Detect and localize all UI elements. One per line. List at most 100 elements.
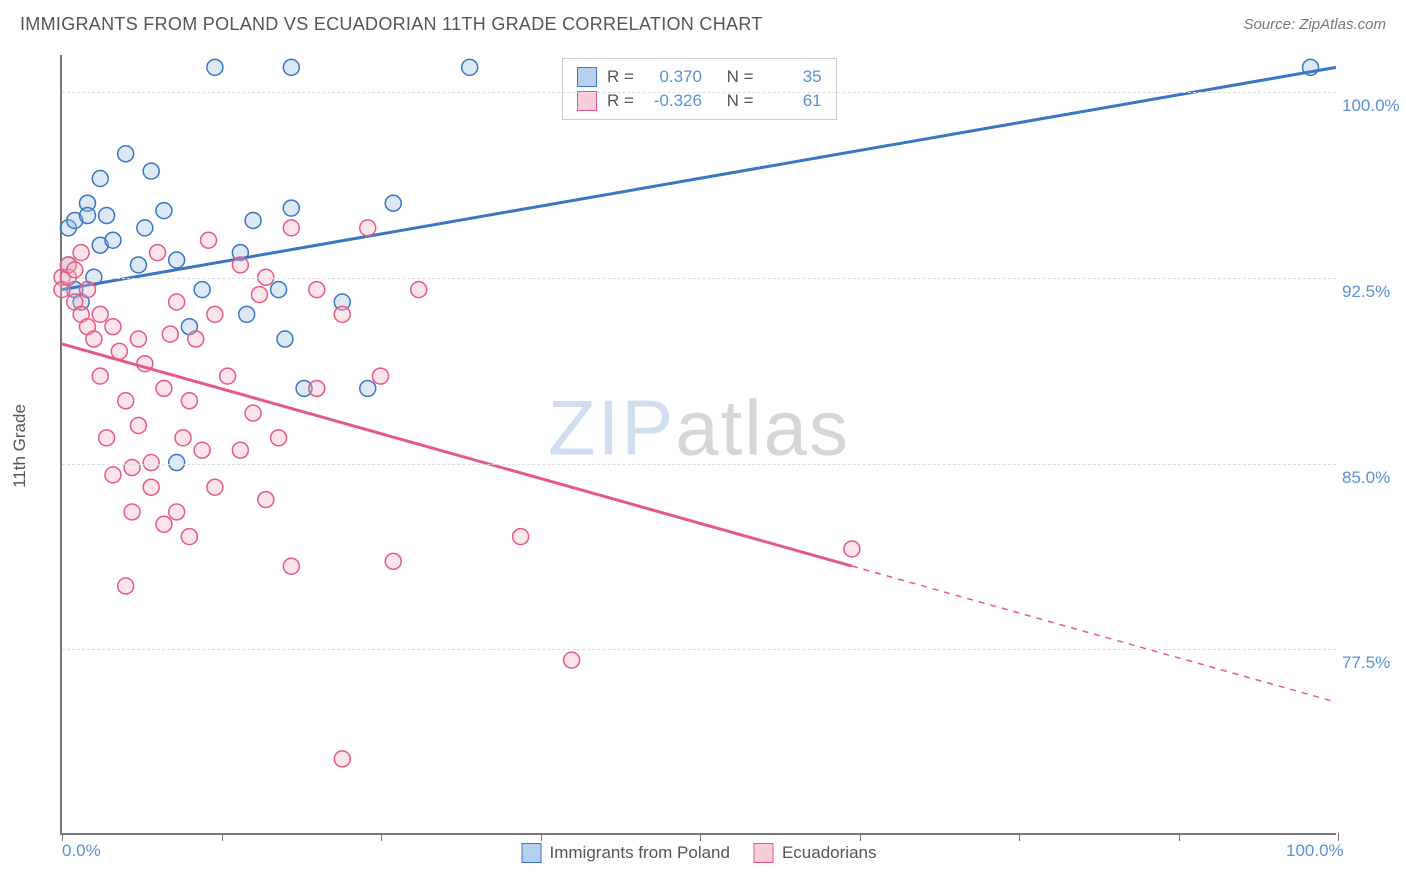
scatter-point — [99, 208, 115, 224]
scatter-point — [124, 459, 140, 475]
y-axis-label: 11th Grade — [10, 404, 30, 488]
trend-line-extrapolated — [852, 566, 1336, 702]
scatter-point — [67, 262, 83, 278]
scatter-point — [156, 516, 172, 532]
n-label: N = — [727, 67, 754, 87]
scatter-point — [181, 529, 197, 545]
scatter-point — [462, 59, 478, 75]
r-value: 0.370 — [644, 67, 702, 87]
x-tick — [1338, 833, 1339, 841]
n-value: 35 — [764, 67, 822, 87]
chart-svg — [62, 55, 1336, 833]
x-tick — [1179, 833, 1180, 841]
scatter-point — [73, 245, 89, 261]
legend-label: Ecuadorians — [782, 843, 877, 863]
r-label: R = — [607, 91, 634, 111]
r-label: R = — [607, 67, 634, 87]
scatter-point — [169, 455, 185, 471]
x-tick — [700, 833, 701, 841]
scatter-point — [194, 442, 210, 458]
scatter-point — [334, 751, 350, 767]
scatter-point — [130, 331, 146, 347]
legend-item: Immigrants from Poland — [522, 843, 730, 863]
scatter-point — [373, 368, 389, 384]
scatter-point — [245, 405, 261, 421]
scatter-point — [105, 319, 121, 335]
scatter-point — [118, 578, 134, 594]
scatter-point — [169, 504, 185, 520]
legend-label: Immigrants from Poland — [550, 843, 730, 863]
series-legend: Immigrants from Poland Ecuadorians — [522, 843, 877, 863]
y-tick-label: 92.5% — [1342, 282, 1406, 302]
scatter-point — [245, 212, 261, 228]
scatter-point — [411, 282, 427, 298]
scatter-point — [258, 492, 274, 508]
scatter-point — [385, 195, 401, 211]
gridline-h — [62, 464, 1336, 465]
scatter-point — [130, 417, 146, 433]
scatter-point — [334, 306, 350, 322]
scatter-point — [309, 380, 325, 396]
scatter-point — [105, 232, 121, 248]
scatter-point — [283, 200, 299, 216]
scatter-point — [137, 220, 153, 236]
scatter-point — [232, 442, 248, 458]
swatch-blue-icon — [522, 843, 542, 863]
chart-title: IMMIGRANTS FROM POLAND VS ECUADORIAN 11T… — [20, 14, 763, 35]
scatter-point — [564, 652, 580, 668]
scatter-point — [513, 529, 529, 545]
scatter-point — [385, 553, 401, 569]
scatter-point — [143, 455, 159, 471]
correlation-legend: R = 0.370 N = 35 R = -0.326 N = 61 — [562, 58, 837, 120]
scatter-point — [207, 479, 223, 495]
scatter-point — [181, 393, 197, 409]
scatter-point — [283, 59, 299, 75]
plot-area: ZIPatlas R = 0.370 N = 35 R = -0.326 N =… — [60, 55, 1336, 835]
n-value: 61 — [764, 91, 822, 111]
y-tick-label: 85.0% — [1342, 468, 1406, 488]
source-attribution: Source: ZipAtlas.com — [1243, 16, 1386, 33]
swatch-pink-icon — [577, 91, 597, 111]
swatch-pink-icon — [754, 843, 774, 863]
scatter-point — [118, 393, 134, 409]
scatter-point — [251, 287, 267, 303]
gridline-h — [62, 278, 1336, 279]
scatter-point — [207, 59, 223, 75]
scatter-point — [201, 232, 217, 248]
x-tick — [381, 833, 382, 841]
scatter-point — [220, 368, 236, 384]
scatter-point — [239, 306, 255, 322]
scatter-point — [232, 257, 248, 273]
legend-row: R = 0.370 N = 35 — [577, 65, 822, 89]
x-tick — [1019, 833, 1020, 841]
scatter-point — [283, 558, 299, 574]
scatter-point — [162, 326, 178, 342]
swatch-blue-icon — [577, 67, 597, 87]
scatter-point — [92, 368, 108, 384]
n-label: N = — [727, 91, 754, 111]
x-tick — [860, 833, 861, 841]
scatter-point — [124, 504, 140, 520]
x-tick-label: 100.0% — [1286, 841, 1344, 861]
y-tick-label: 77.5% — [1342, 653, 1406, 673]
scatter-point — [143, 163, 159, 179]
scatter-point — [156, 380, 172, 396]
scatter-point — [271, 282, 287, 298]
x-tick — [62, 833, 63, 841]
gridline-h — [62, 92, 1336, 93]
x-tick-label: 0.0% — [62, 841, 101, 861]
gridline-h — [62, 649, 1336, 650]
x-tick — [541, 833, 542, 841]
scatter-point — [79, 208, 95, 224]
scatter-point — [360, 380, 376, 396]
scatter-point — [118, 146, 134, 162]
scatter-point — [169, 252, 185, 268]
legend-item: Ecuadorians — [754, 843, 877, 863]
scatter-point — [92, 171, 108, 187]
scatter-point — [207, 306, 223, 322]
scatter-point — [277, 331, 293, 347]
scatter-point — [86, 331, 102, 347]
scatter-point — [360, 220, 376, 236]
scatter-point — [169, 294, 185, 310]
y-tick-label: 100.0% — [1342, 96, 1406, 116]
